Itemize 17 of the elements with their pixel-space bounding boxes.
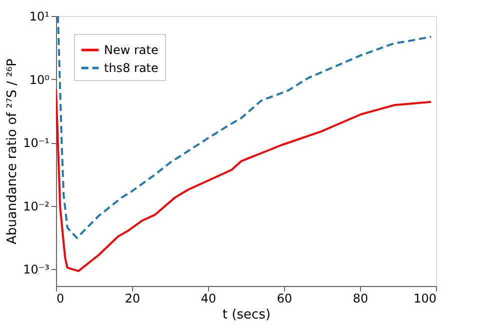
y-tick-label: 10¹ [29, 10, 50, 24]
x-tick-label: 40 [200, 292, 216, 306]
x-axis-title: t (secs) [222, 308, 271, 322]
y-tick-label: 10⁻² [23, 199, 50, 214]
y-tick-label: 10⁻¹ [23, 136, 50, 150]
y-tick-label: 10⁰ [29, 72, 50, 87]
x-tick-label: 0 [56, 292, 64, 306]
y-axis-title: Abuandance ratio of ²⁷S / ²⁶P [5, 58, 20, 244]
x-tick-label: 60 [276, 292, 292, 306]
x-tick-label: 80 [352, 292, 368, 306]
legend-label: New rate [104, 43, 158, 57]
x-tick-label: 20 [124, 292, 140, 306]
line-series [56, 16, 432, 239]
y-tick-label: 10⁻³ [23, 262, 50, 277]
legend-label: ths8 rate [104, 61, 158, 75]
x-tick-label: 100 [414, 292, 436, 306]
line-series [56, 88, 432, 272]
